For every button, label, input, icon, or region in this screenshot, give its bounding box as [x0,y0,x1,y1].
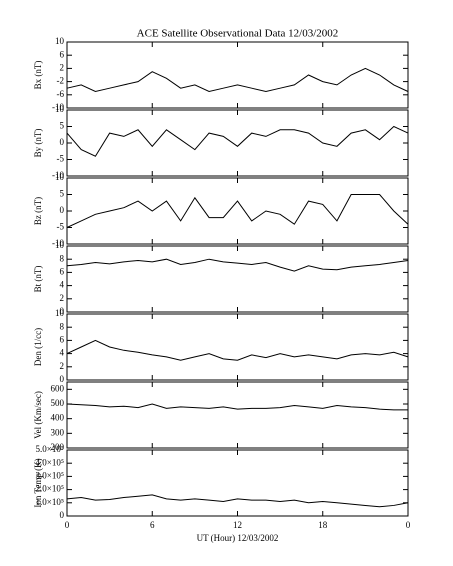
y-tick-label: 4.0×10⁵ [36,457,64,467]
y-tick-label: 1.0×10⁵ [36,497,64,507]
y-axis-label: Vel (Km/sec) [33,391,43,439]
y-tick-label: 0 [60,374,65,384]
y-tick-label: 3.0×10⁵ [36,470,64,480]
y-tick-label: 300 [51,427,65,437]
data-line [66,67,409,93]
x-tick-label: 12 [233,520,242,530]
chart-title: ACE Satellite Observational Data 12/03/2… [137,28,339,40]
y-tick-label: -5 [57,154,65,164]
data-line [66,403,408,411]
y-tick-label: 5 [60,189,65,199]
y-tick-label: 5 [60,121,65,131]
y-tick-label: 500 [51,398,65,408]
y-tick-label: 0 [60,510,65,520]
y-tick-label: 600 [51,383,65,393]
y-tick-label: 6 [60,266,65,276]
panel-frame [66,177,409,245]
panel-frame [66,381,409,449]
y-tick-label: -10 [52,102,64,112]
panel-frame [66,109,409,177]
data-line [66,125,409,157]
panel-frame [66,449,409,517]
data-line [66,494,409,508]
y-tick-label: -10 [52,238,64,248]
y-tick-label: 200 [51,442,65,452]
y-tick-label: -2 [57,76,65,86]
y-tick-label: 10 [55,240,65,250]
y-tick-label: 10 [55,104,65,114]
data-line [66,194,409,228]
y-tick-label: 4 [60,348,65,358]
y-tick-label: 0 [60,306,65,316]
data-line [66,339,409,361]
y-tick-label: 8 [60,321,65,331]
y-axis-label: Den (1/cc) [33,328,43,366]
y-tick-label: 2.0×10⁵ [36,484,64,494]
x-tick-label: 18 [318,520,328,530]
y-tick-label: 2 [60,293,65,303]
y-tick-label: -6 [57,89,65,99]
panel-frame [66,41,409,109]
y-axis-label: Bz (nT) [33,197,43,225]
y-tick-label: 10 [55,308,65,318]
y-tick-label: 4 [60,280,65,290]
y-tick-label: 0 [60,205,65,215]
y-tick-label: 6 [60,49,65,59]
y-tick-label: 8 [60,253,65,263]
y-tick-label: 10 [55,36,65,46]
x-tick-label: 0 [65,520,70,530]
data-line [66,258,409,272]
y-tick-label: -5 [57,222,65,232]
y-tick-label: 6 [60,334,65,344]
y-axis-label: Ion Temp (K) [33,458,43,507]
y-tick-label: 10 [55,172,65,182]
y-tick-label: -10 [52,170,64,180]
x-tick-label: 6 [150,520,155,530]
y-tick-label: 2 [60,62,65,72]
y-tick-label: 0 [60,137,65,147]
y-axis-label: By (nT) [33,129,43,158]
panel-frame [66,313,409,381]
panel-frame [66,245,409,313]
x-axis-label: UT (Hour) 12/03/2002 [197,533,279,543]
y-axis-label: Bt (nT) [33,266,43,293]
y-tick-label: 2 [60,361,65,371]
y-tick-label: 5.0×10⁵ [36,444,64,454]
x-tick-label: 0 [406,520,411,530]
y-tick-label: 400 [51,413,65,423]
y-axis-label: Bx (nT) [33,61,43,90]
